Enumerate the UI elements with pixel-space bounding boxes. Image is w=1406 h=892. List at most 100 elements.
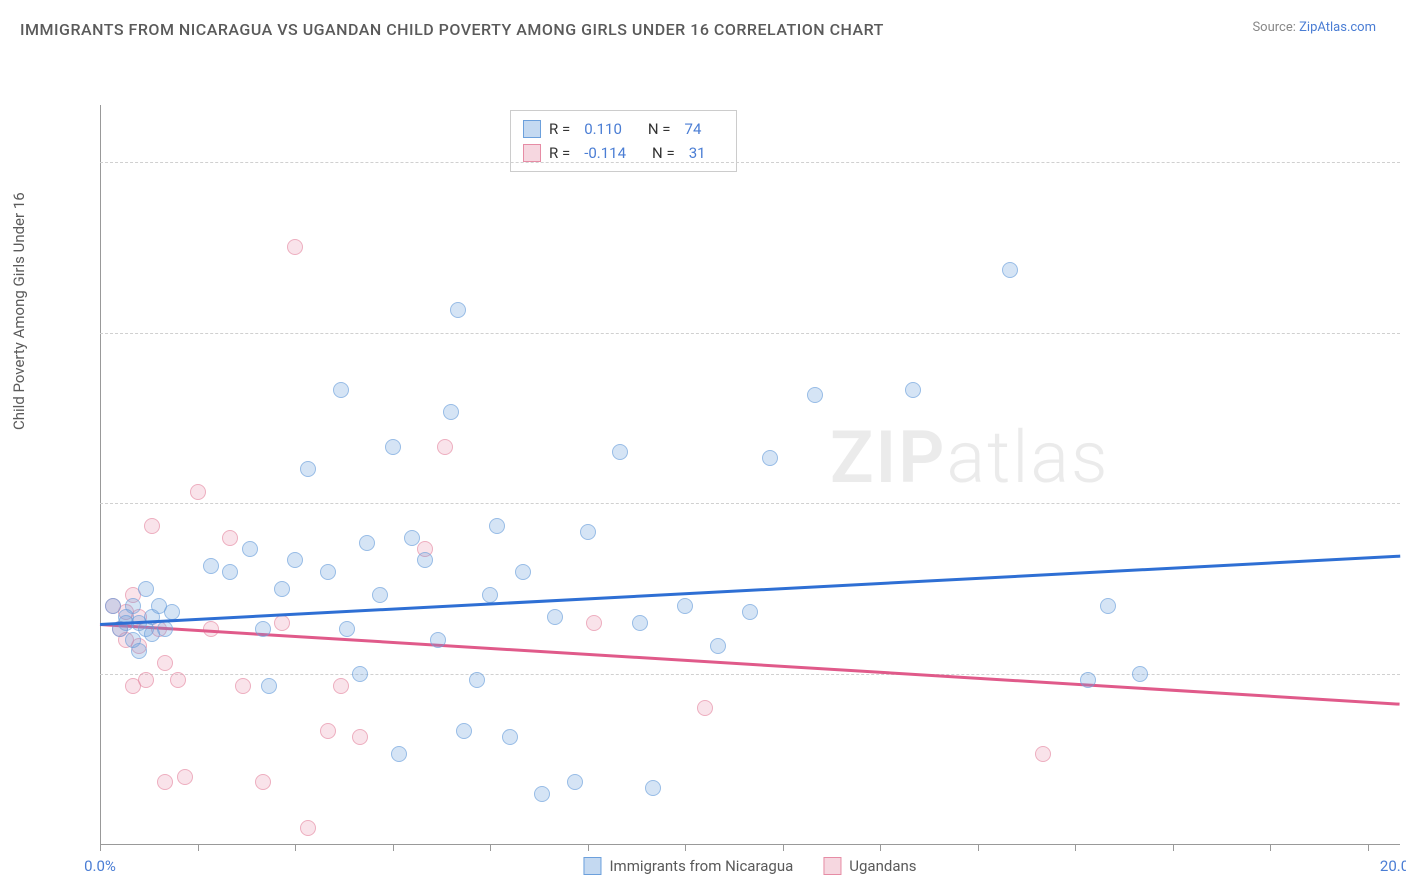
chart-title: IMMIGRANTS FROM NICARAGUA VS UGANDAN CHI… <box>20 20 884 39</box>
x-tick <box>1173 845 1174 851</box>
x-tick <box>198 845 199 851</box>
legend-item-series1: Immigrants from Nicaragua <box>583 857 793 875</box>
data-point <box>157 774 173 790</box>
data-point <box>515 564 531 580</box>
data-point <box>105 598 121 614</box>
data-point <box>430 632 446 648</box>
data-point <box>287 552 303 568</box>
data-point <box>274 615 290 631</box>
data-point <box>404 530 420 546</box>
chart-area: R = 0.110 N = 74 R = -0.114 N = 31 ZIPat… <box>50 50 1390 840</box>
swatch-series2-icon <box>523 144 541 162</box>
legend-row-series1: R = 0.110 N = 74 <box>523 117 724 141</box>
data-point <box>905 382 921 398</box>
x-tick <box>783 845 784 851</box>
data-point <box>632 615 648 631</box>
data-point <box>125 598 141 614</box>
data-point <box>203 558 219 574</box>
data-point <box>612 444 628 460</box>
series1-label: Immigrants from Nicaragua <box>609 857 793 875</box>
data-point <box>131 643 147 659</box>
data-point <box>222 530 238 546</box>
legend-item-series2: Ugandans <box>823 857 916 875</box>
data-point <box>1035 746 1051 762</box>
x-tick <box>1075 845 1076 851</box>
data-point <box>333 678 349 694</box>
data-point <box>300 820 316 836</box>
data-point <box>339 621 355 637</box>
x-tick <box>978 845 979 851</box>
x-tick <box>588 845 589 851</box>
data-point <box>287 239 303 255</box>
data-point <box>138 672 154 688</box>
data-point <box>456 723 472 739</box>
gridline <box>100 503 1400 504</box>
data-point <box>580 524 596 540</box>
data-point <box>235 678 251 694</box>
data-point <box>144 518 160 534</box>
data-point <box>352 666 368 682</box>
data-point <box>320 564 336 580</box>
data-point <box>1002 262 1018 278</box>
y-axis-label: Child Poverty Among Girls Under 16 <box>10 192 28 430</box>
data-point <box>1132 666 1148 682</box>
data-point <box>385 439 401 455</box>
x-tick <box>1368 845 1369 851</box>
data-point <box>170 672 186 688</box>
data-point <box>1080 672 1096 688</box>
data-point <box>742 604 758 620</box>
source-link[interactable]: ZipAtlas.com <box>1299 20 1376 35</box>
data-point <box>255 774 271 790</box>
series1-n-value: 74 <box>685 117 702 141</box>
series2-label: Ugandans <box>849 857 916 875</box>
data-point <box>352 729 368 745</box>
plot-region: R = 0.110 N = 74 R = -0.114 N = 31 ZIPat… <box>100 105 1400 845</box>
data-point <box>547 609 563 625</box>
x-tick <box>685 845 686 851</box>
data-point <box>372 587 388 603</box>
x-tick-label: 0.0% <box>84 857 116 875</box>
swatch-series1-icon <box>523 120 541 138</box>
data-point <box>242 541 258 557</box>
data-point <box>450 302 466 318</box>
data-point <box>222 564 238 580</box>
x-tick <box>393 845 394 851</box>
x-tick-label: 20.0% <box>1380 857 1406 875</box>
x-tick <box>295 845 296 851</box>
swatch-series1-icon <box>583 857 601 875</box>
r-label: R = <box>549 117 570 141</box>
data-point <box>300 461 316 477</box>
series1-r-value: 0.110 <box>584 117 622 141</box>
watermark: ZIPatlas <box>830 415 1110 500</box>
n-label: N = <box>648 117 671 141</box>
data-point <box>697 700 713 716</box>
data-point <box>807 387 823 403</box>
data-point <box>469 672 485 688</box>
data-point <box>502 729 518 745</box>
x-tick <box>1270 845 1271 851</box>
trend-line <box>100 623 1400 705</box>
data-point <box>177 769 193 785</box>
watermark-bold: ZIP <box>830 415 946 500</box>
data-point <box>359 535 375 551</box>
data-point <box>320 723 336 739</box>
data-point <box>645 780 661 796</box>
data-point <box>391 746 407 762</box>
gridline <box>100 333 1400 334</box>
data-point <box>567 774 583 790</box>
data-point <box>1100 598 1116 614</box>
data-point <box>586 615 602 631</box>
data-point <box>710 638 726 654</box>
data-point <box>482 587 498 603</box>
gridline <box>100 162 1400 163</box>
series-legend: Immigrants from Nicaragua Ugandans <box>583 857 916 875</box>
x-tick <box>100 845 101 851</box>
data-point <box>157 655 173 671</box>
data-point <box>489 518 505 534</box>
data-point <box>157 621 173 637</box>
data-point <box>138 581 154 597</box>
watermark-light: atlas <box>946 415 1109 500</box>
data-point <box>274 581 290 597</box>
data-point <box>261 678 277 694</box>
gridline <box>100 674 1400 675</box>
